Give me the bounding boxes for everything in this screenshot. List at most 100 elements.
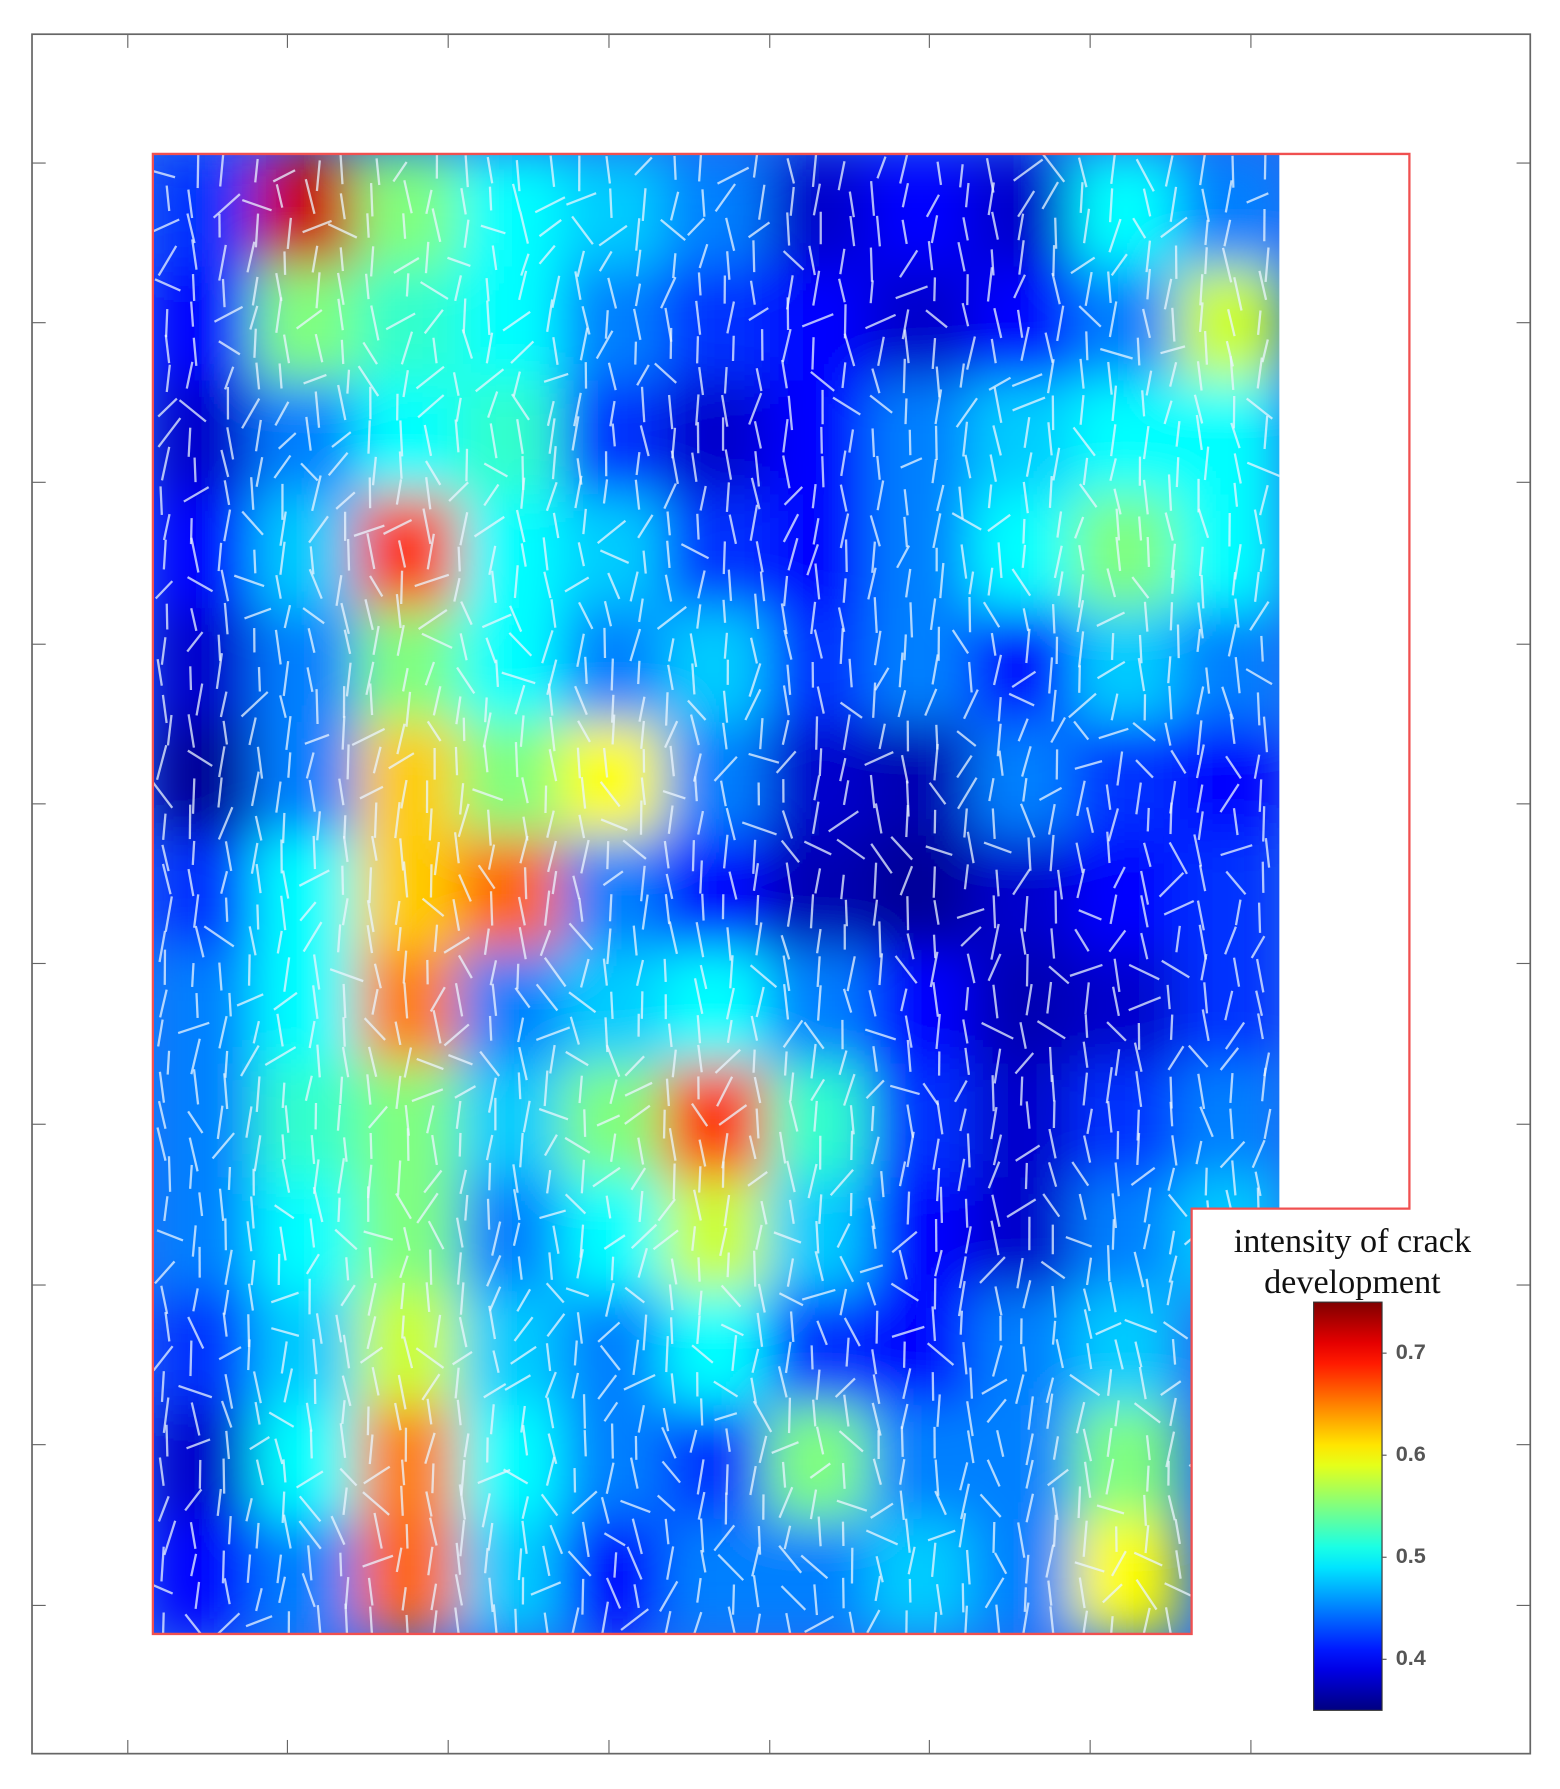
crack: [429, 1517, 438, 1546]
crack: [811, 484, 817, 509]
crack: [1225, 755, 1242, 779]
crack: [187, 1316, 205, 1350]
crack: [1012, 868, 1031, 896]
crack: [699, 485, 707, 511]
crack: [839, 628, 844, 665]
crack: [401, 667, 409, 692]
crack: [934, 1459, 940, 1496]
crack: [1160, 216, 1188, 239]
crack: [783, 486, 804, 506]
crack: [1164, 722, 1172, 746]
crack: [304, 178, 316, 215]
crack: [813, 629, 823, 659]
crack: [198, 1192, 204, 1217]
crack: [164, 1311, 171, 1342]
crack: [488, 1286, 502, 1312]
crack: [431, 1134, 439, 1166]
cell: [1073, 608, 1179, 725]
crack: [574, 271, 582, 301]
crack: [157, 397, 178, 418]
crack: [778, 1131, 787, 1164]
crack: [568, 991, 597, 1014]
crack: [1110, 253, 1128, 277]
crack: [573, 392, 582, 427]
crack: [599, 781, 621, 808]
cell: [561, 1291, 667, 1408]
crack: [161, 1612, 165, 1634]
crack: [701, 189, 706, 217]
crack: [1011, 670, 1037, 689]
crack: [596, 519, 627, 544]
crack: [187, 868, 195, 897]
crack: [1078, 665, 1081, 693]
crack: [576, 1312, 583, 1344]
crack: [1143, 1494, 1148, 1526]
crack: [600, 1496, 610, 1524]
crack: [517, 1256, 523, 1280]
crack: [689, 1429, 698, 1453]
crack: [1196, 720, 1203, 756]
cell: [868, 949, 974, 1066]
crack: [1135, 782, 1142, 815]
crack: [1228, 1463, 1235, 1499]
crack: [452, 372, 460, 396]
crack: [364, 273, 370, 300]
crack: [624, 1055, 645, 1077]
cell: [152, 949, 257, 1066]
crack: [986, 267, 994, 302]
crack: [850, 1130, 854, 1161]
crack: [932, 982, 940, 1017]
cell: [766, 608, 871, 725]
crack: [375, 158, 381, 186]
crack: [899, 153, 909, 184]
crack: [632, 925, 638, 956]
cell: [766, 1063, 871, 1180]
crack: [929, 598, 937, 631]
crack: [866, 1282, 877, 1306]
crack: [278, 363, 283, 389]
colorbar-title: development: [1264, 1264, 1441, 1301]
crack: [426, 720, 442, 742]
crack: [873, 630, 882, 666]
crack: [838, 1430, 864, 1453]
crack: [903, 329, 910, 364]
crack: [752, 1250, 757, 1287]
crack: [472, 788, 504, 802]
outline: [151, 152, 1411, 1636]
crack: [346, 369, 351, 394]
crack: [221, 1550, 225, 1584]
crack: [1105, 1458, 1115, 1495]
crack: [1255, 958, 1265, 993]
crack: [158, 1457, 165, 1486]
crack: [1140, 870, 1150, 905]
crack: [157, 245, 178, 277]
crack: [337, 1158, 346, 1194]
crack: [312, 954, 321, 990]
crack: [692, 1611, 703, 1634]
crack: [479, 1050, 501, 1077]
crack: [828, 810, 859, 833]
crack: [308, 515, 329, 544]
crack: [236, 993, 264, 1007]
crack: [1257, 902, 1262, 933]
crack: [564, 1193, 587, 1215]
crack: [1171, 569, 1176, 594]
crack: [216, 1105, 224, 1140]
crack: [1260, 635, 1264, 662]
crack: [165, 364, 171, 393]
crack: [281, 812, 286, 844]
crack: [503, 1468, 529, 1485]
crack: [487, 844, 496, 870]
crack: [634, 283, 642, 307]
crack: [1013, 158, 1044, 182]
crack: [284, 1105, 290, 1133]
crack: [872, 1374, 881, 1405]
crack: [549, 1044, 556, 1074]
crack: [429, 1249, 433, 1285]
crack: [397, 1374, 407, 1410]
crack: [458, 1132, 462, 1157]
crack: [279, 511, 287, 546]
crack: [1249, 601, 1270, 631]
crack: [992, 654, 1003, 686]
crack: [1048, 965, 1070, 985]
